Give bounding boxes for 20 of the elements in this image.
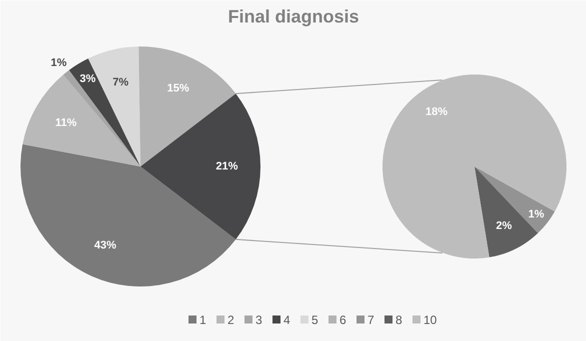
slice-label: 10 <box>424 313 438 327</box>
data-label: 1% <box>50 56 67 69</box>
data-label: 15% <box>167 82 190 95</box>
data-label: 3% <box>80 73 96 86</box>
data-label: 1% <box>528 208 544 220</box>
legend-label: 7 <box>368 313 374 327</box>
legend-label: 2 <box>228 313 234 327</box>
legend-label: 1 <box>200 313 206 327</box>
data-label: 18% <box>426 106 448 118</box>
data-label: 7% <box>112 76 129 88</box>
legend-label: 4 <box>284 313 290 327</box>
legend-label: 3 <box>256 313 262 327</box>
data-label: 2% <box>496 220 512 232</box>
legend-label: 8 <box>396 313 402 327</box>
data-label: 43% <box>94 239 117 252</box>
legend-label: 6 <box>340 313 346 327</box>
chart-title: Final diagnosis <box>228 6 360 26</box>
data-label: 11% <box>55 116 77 129</box>
data-label: 21% <box>216 160 238 172</box>
legend-label: 5 <box>312 313 318 327</box>
